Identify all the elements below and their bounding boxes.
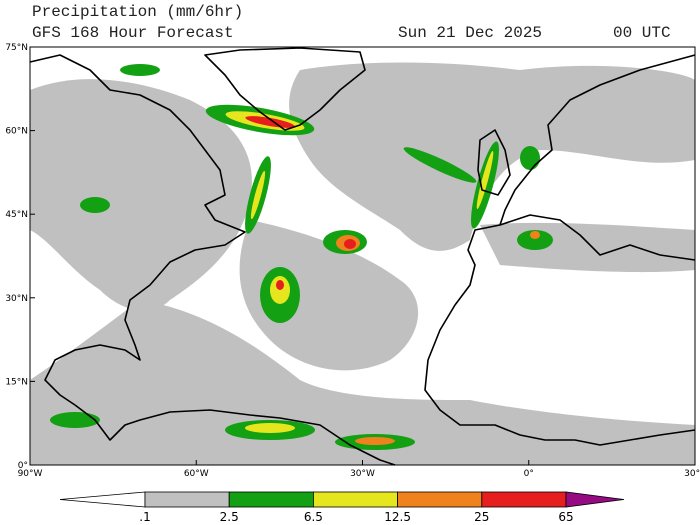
colorbar-label: .1 [139,510,150,524]
colorbar-label: 2.5 [220,510,239,524]
lon-label: 60°W [184,469,209,479]
lat-label: 0° [18,461,28,471]
precip-area [30,300,695,465]
title: Precipitation (mm/6hr) [32,3,243,21]
colorbar-triangle [565,491,625,508]
time: 00 UTC [613,24,671,42]
coastline [477,129,511,196]
coastline [29,54,396,466]
date: Sun 21 Dec 2025 [398,24,542,42]
colorbar-segment [481,491,567,508]
precip-cores [50,64,553,450]
colorbar-segment [397,491,483,508]
colorbar: .1 2.5 6.5 12.5 25 65 [59,491,625,524]
map-axes: 75°N60°N45°N30°N15°N0°90°W60°W30°W0°30°E [5,43,700,479]
colorbar-label: 65 [558,510,573,524]
coastline [204,47,366,131]
subtitle: GFS 168 Hour Forecast [32,24,234,42]
precip-area [480,222,695,273]
coastline [499,214,696,261]
lat-label: 30°N [5,294,28,304]
lon-label: 90°W [18,469,43,479]
lat-label: 75°N [5,43,28,53]
lon-label: 30°E [684,469,700,479]
colorbar-segment [144,491,230,508]
colorbar-label: 6.5 [304,510,323,524]
colorbar-triangle [59,491,146,508]
colorbar-segment [228,491,314,508]
colorbar-segment [312,491,398,508]
precip-area [30,79,252,311]
map [29,46,696,466]
lat-label: 45°N [5,210,28,220]
coastline [424,54,696,446]
lat-label: 60°N [5,127,28,137]
lat-label: 15°N [5,377,28,387]
lon-label: 30°W [350,469,375,479]
colorbar-label: 25 [474,510,489,524]
lon-label: 0° [524,469,534,479]
precip-area [239,220,419,371]
colorbar-label: 12.5 [384,510,411,524]
